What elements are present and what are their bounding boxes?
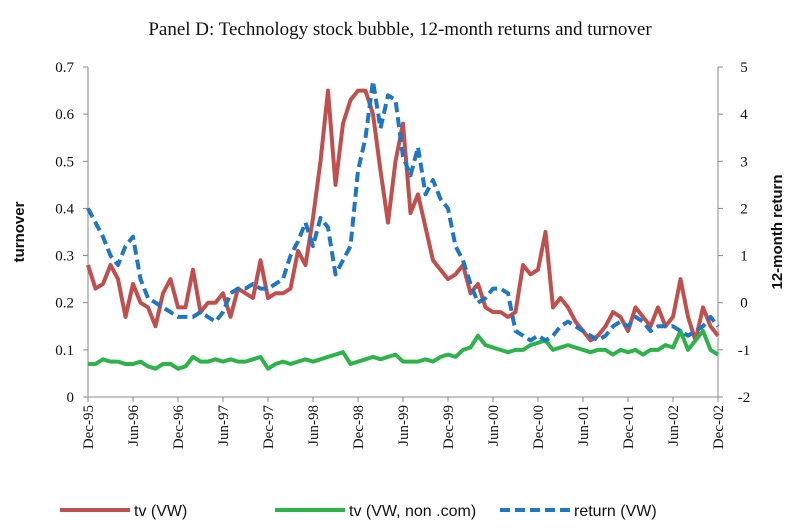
x-tick-label: Dec-99 [441,405,457,449]
y2-tick-label: -2 [738,390,751,406]
y2-tick-label: 5 [740,60,748,76]
y2-tick-label: 4 [740,107,748,123]
series-line [86,88,720,343]
x-tick-label: Jun-99 [396,405,412,446]
x-tick-label: Dec-01 [621,405,637,449]
series-line [86,79,720,343]
legend-label: return (VW) [574,503,657,520]
y-tick-label: 0.2 [55,296,74,312]
y-tick-label: 0.1 [55,343,74,359]
y2-tick-label: -1 [738,343,751,359]
y2-tick-label: 3 [740,154,748,170]
x-tick-label: Dec-95 [81,405,97,449]
x-tick-label: Jun-97 [216,405,232,446]
x-tick-label: Dec-02 [711,405,727,449]
series-line [88,329,720,371]
x-tick-label: Dec-96 [171,405,187,450]
y2-tick-label: 2 [740,201,748,217]
y2-axis-title: 12-month return [769,174,786,289]
x-tick-label: Jun-02 [666,405,682,446]
x-tick-label: Jun-96 [126,405,142,446]
y-tick-label: 0 [67,390,75,406]
x-tick-label: Dec-00 [531,405,547,449]
y-tick-label: 0.5 [55,154,74,170]
y-tick-label: 0.4 [55,201,74,217]
x-tick-label: Jun-01 [576,405,592,446]
x-tick-label: Dec-98 [351,405,367,449]
legend-label: tv (VW) [134,503,187,520]
y-tick-label: 0.3 [55,249,74,265]
x-tick-label: Dec-97 [261,405,277,450]
legend-label: tv (VW, non .com) [349,503,476,520]
y-tick-label: 0.6 [55,107,74,123]
y2-tick-label: 1 [740,249,748,265]
chart-title: Panel D: Technology stock bubble, 12-mon… [148,19,652,40]
y-tick-label: 0.7 [55,60,74,76]
y2-tick-label: 0 [740,296,748,312]
x-tick-label: Jun-98 [306,405,322,446]
x-tick-label: Jun-00 [486,405,502,446]
y-axis-title: turnover [11,201,28,262]
